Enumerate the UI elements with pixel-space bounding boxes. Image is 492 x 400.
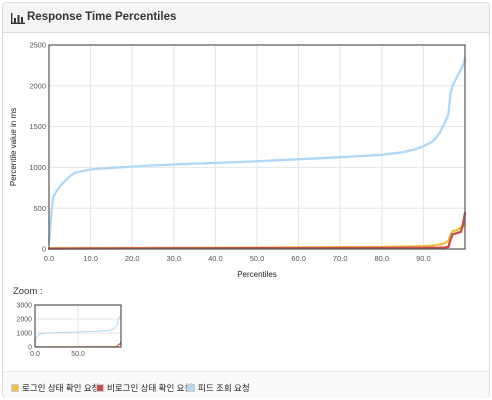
legend-label-feed: 피드 조회 요청 xyxy=(198,383,250,393)
legend: 로그인 상태 확인 요청 비로그인 상태 확인 요청 피드 조회 요청 xyxy=(3,371,489,398)
zoom-x-tick-label: 0.0 xyxy=(30,351,40,358)
main-y-tick-label: 500 xyxy=(33,204,46,213)
panel-header: Response Time Percentiles xyxy=(3,3,489,33)
legend-swatch-feed xyxy=(187,384,195,392)
main-x-tick-label: 80.0 xyxy=(374,254,389,263)
main-y-tick-label: 1000 xyxy=(29,163,46,172)
zoom-series-feed-line xyxy=(34,313,122,347)
zoom-y-tick-label: 2000 xyxy=(16,316,32,323)
main-y-tick-label: 2000 xyxy=(29,81,46,90)
main-x-tick-label: 40.0 xyxy=(208,254,223,263)
main-x-tick-label: 0.0 xyxy=(44,254,54,263)
main-x-tick-label: 50.0 xyxy=(250,254,265,263)
legend-item-nonlogin[interactable]: 비로그인 상태 확인 요청 xyxy=(96,382,193,393)
percentiles-zoom-chart[interactable]: 0.0 50.0 0 1000 2000 3000 xyxy=(3,299,133,367)
legend-item-login[interactable]: 로그인 상태 확인 요청 xyxy=(11,382,100,393)
zoom-x-tick-label: 50.0 xyxy=(71,351,85,358)
y-axis-label: Percentile value in ms xyxy=(9,108,18,186)
zoom-label: Zoom : xyxy=(13,286,43,297)
zoom-plot-border xyxy=(34,304,122,348)
legend-label-login: 로그인 상태 확인 요청 xyxy=(22,383,100,393)
main-y-tick-label: 2500 xyxy=(29,41,46,50)
main-series-nonlogin-line xyxy=(47,211,467,250)
main-x-tick-label: 20.0 xyxy=(125,254,140,263)
panel-title: Response Time Percentiles xyxy=(27,11,177,23)
zoom-y-tick-label: 3000 xyxy=(16,302,32,309)
main-x-tick-label: 90.0 xyxy=(416,254,431,263)
main-plot-border xyxy=(48,44,466,250)
x-axis-label: Percentiles xyxy=(237,270,277,279)
zoom-y-tick-label: 1000 xyxy=(16,330,32,337)
main-x-tick-label: 70.0 xyxy=(333,254,348,263)
zoom-y-tick-label: 0 xyxy=(28,344,32,351)
main-x-tick-label: 10.0 xyxy=(83,254,98,263)
main-x-tick-label: 30.0 xyxy=(166,254,181,263)
main-series-feed-line xyxy=(47,57,467,244)
legend-label-nonlogin: 비로그인 상태 확인 요청 xyxy=(107,383,193,393)
legend-swatch-login xyxy=(11,384,19,392)
main-y-tick-label: 0 xyxy=(42,245,46,254)
bar-chart-icon xyxy=(11,13,25,24)
main-y-tick-label: 1500 xyxy=(29,122,46,131)
main-x-tick-label: 60.0 xyxy=(291,254,306,263)
percentiles-main-chart[interactable]: 0.0 10.0 20.0 30.0 40.0 50.0 60.0 70.0 80.0 90.0 0… xyxy=(3,33,489,285)
legend-swatch-nonlogin xyxy=(96,384,104,392)
legend-item-feed[interactable]: 피드 조회 요청 xyxy=(187,382,250,393)
